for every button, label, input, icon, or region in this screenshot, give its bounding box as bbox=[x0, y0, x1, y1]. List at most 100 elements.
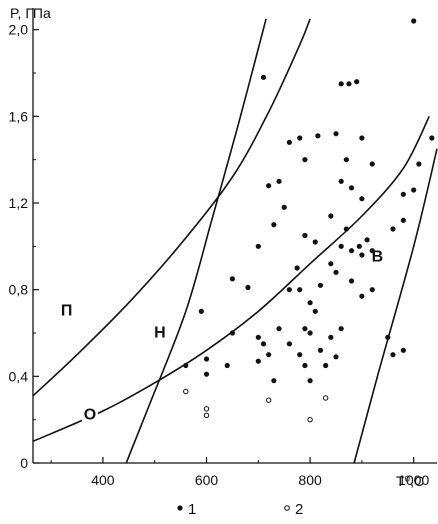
data-point-filled bbox=[369, 287, 375, 293]
y-tick-label: 0,8 bbox=[9, 282, 29, 298]
data-point-filled bbox=[229, 276, 236, 282]
data-point-filled bbox=[359, 293, 365, 299]
data-point-filled bbox=[390, 352, 396, 358]
data-point-filled bbox=[333, 354, 339, 360]
data-point-filled bbox=[302, 362, 308, 369]
data-point-filled bbox=[271, 378, 277, 384]
data-point-filled bbox=[266, 183, 272, 189]
curve bbox=[32, 115, 430, 443]
curves: П Н О В bbox=[32, 18, 438, 464]
data-point-filled bbox=[354, 79, 360, 85]
data-point-filled bbox=[286, 139, 292, 145]
data-point-filled bbox=[203, 356, 210, 362]
data-point-filled bbox=[229, 330, 236, 336]
data-point-filled bbox=[302, 232, 308, 239]
data-point-open bbox=[183, 388, 189, 395]
data-point-filled bbox=[302, 157, 308, 163]
axes: 0 0,4 0,8 1,2 1,6 2,0 400 600 800 1000 bbox=[9, 8, 437, 488]
legend-label: 1 bbox=[188, 501, 196, 518]
x-axis-label: T⁰,C bbox=[396, 473, 424, 489]
curve bbox=[32, 18, 311, 397]
data-point-filled bbox=[338, 178, 344, 184]
data-point-filled bbox=[317, 282, 324, 288]
data-point-filled bbox=[276, 326, 282, 332]
data-point-filled bbox=[400, 191, 406, 197]
curve-label: О bbox=[84, 407, 96, 424]
data-point-filled bbox=[297, 352, 303, 358]
data-point-filled bbox=[343, 157, 349, 163]
data-point-filled bbox=[297, 135, 303, 141]
data-point-filled bbox=[429, 135, 435, 141]
data-point-filled bbox=[400, 347, 406, 353]
data-point-filled bbox=[255, 334, 261, 340]
curve-label-bg bbox=[81, 404, 98, 424]
x-tick-label: 400 bbox=[91, 472, 115, 488]
curve-label: В bbox=[372, 249, 384, 266]
data-point-filled bbox=[255, 358, 261, 364]
data-point-filled bbox=[260, 74, 267, 80]
data-point-filled bbox=[302, 326, 308, 332]
data-point-filled bbox=[400, 217, 406, 223]
x-tick-label: 1000 bbox=[398, 472, 429, 488]
data-point-filled bbox=[333, 131, 339, 137]
y-tick-label: 0,4 bbox=[9, 368, 29, 384]
data-point-filled bbox=[323, 362, 329, 369]
data-point-filled bbox=[198, 308, 204, 314]
data-point-filled bbox=[359, 135, 365, 141]
data-point-filled bbox=[260, 341, 267, 347]
data-point-filled bbox=[183, 362, 189, 369]
data-point-filled bbox=[338, 326, 344, 332]
data-point-filled bbox=[294, 265, 300, 271]
data-point-filled bbox=[307, 330, 313, 336]
data-point-filled bbox=[317, 347, 324, 353]
data-point-filled bbox=[328, 334, 334, 340]
data-point-filled bbox=[255, 243, 261, 249]
data-point-filled bbox=[328, 213, 334, 219]
x-tick-label: 600 bbox=[195, 472, 219, 488]
curve bbox=[353, 148, 438, 464]
data-point-filled bbox=[346, 81, 352, 87]
y-tick-label: 2,0 bbox=[9, 22, 29, 38]
data-point-filled bbox=[369, 161, 375, 167]
data-point-filled bbox=[364, 237, 370, 243]
y-axis-label: P, ГПа bbox=[10, 5, 51, 21]
data-point-filled bbox=[328, 261, 334, 267]
curve-label: Н bbox=[154, 324, 166, 341]
data-point-filled bbox=[348, 185, 355, 191]
data-point-filled bbox=[286, 341, 292, 347]
data-point-filled bbox=[224, 362, 230, 369]
data-point-filled bbox=[286, 287, 292, 293]
data-point-filled bbox=[312, 239, 318, 245]
legend-marker-open bbox=[284, 505, 290, 511]
data-point-filled bbox=[390, 226, 396, 232]
y-tick-label: 0 bbox=[20, 455, 28, 471]
data-point-filled bbox=[338, 243, 344, 249]
data-point-filled bbox=[312, 308, 318, 314]
data-point-filled bbox=[356, 243, 362, 249]
y-tick-label: 1,6 bbox=[9, 108, 29, 124]
data-point-filled bbox=[276, 178, 282, 184]
data-point-filled bbox=[385, 334, 391, 340]
data-point-open bbox=[265, 397, 272, 403]
curve-label-bg bbox=[151, 322, 168, 342]
data-point-filled bbox=[266, 352, 272, 358]
data-point-open bbox=[203, 412, 210, 419]
data-point-filled bbox=[338, 81, 344, 87]
data-point-filled bbox=[359, 252, 365, 258]
x-tick-label: 800 bbox=[298, 472, 322, 488]
data-point-filled bbox=[359, 196, 365, 202]
data-point-filled bbox=[307, 378, 313, 384]
data-point-open bbox=[307, 416, 313, 423]
data-point-filled bbox=[411, 187, 417, 193]
data-point-filled bbox=[369, 248, 375, 254]
legend-marker-filled bbox=[177, 505, 183, 511]
data-point-filled bbox=[203, 371, 210, 377]
curve-label-bg bbox=[58, 300, 75, 320]
y-tick-label: 1,2 bbox=[9, 195, 29, 211]
data-point-filled bbox=[348, 278, 355, 284]
data-point-filled bbox=[307, 300, 313, 306]
curve bbox=[125, 18, 267, 464]
data-point-filled bbox=[411, 18, 417, 24]
data-point-filled bbox=[245, 284, 251, 291]
